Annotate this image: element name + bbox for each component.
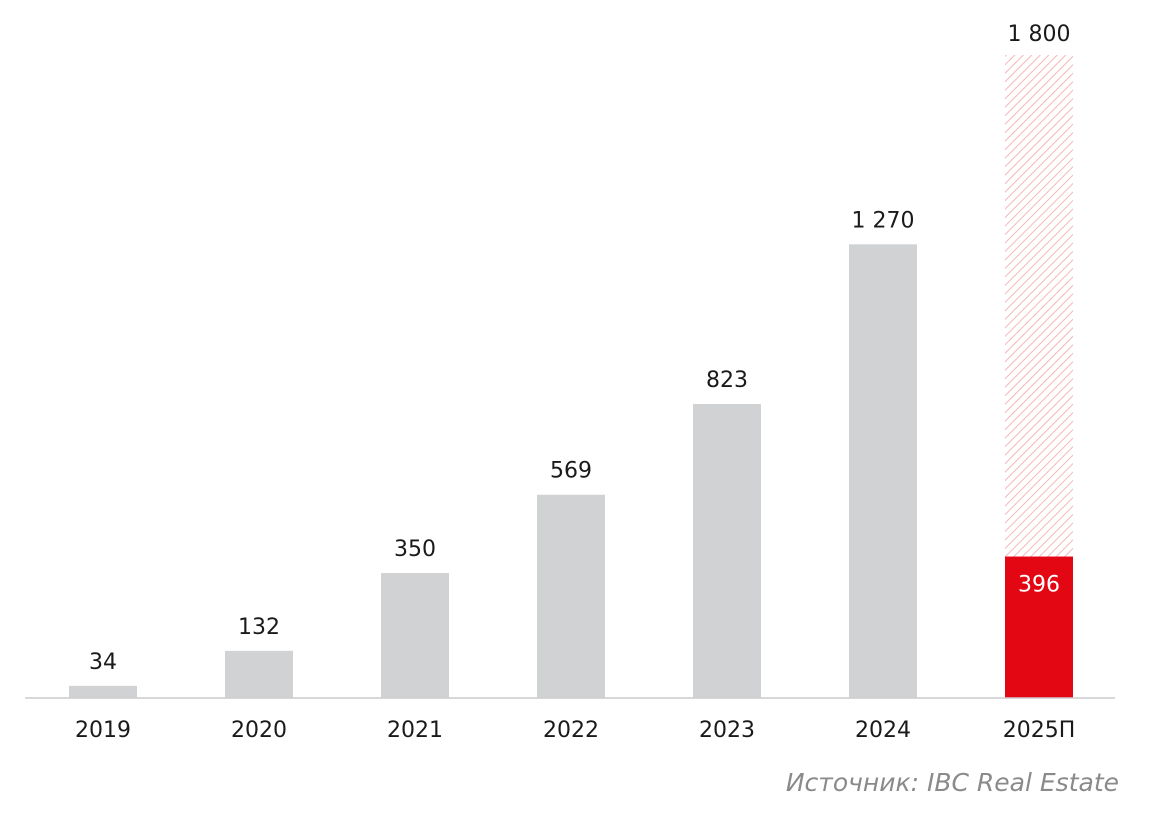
source-note: Источник: IBC Real Estate xyxy=(785,768,1119,797)
x-tick-label-2019: 2019 xyxy=(75,718,131,743)
bar-2025П xyxy=(1005,556,1073,698)
bar-2020 xyxy=(225,650,293,698)
bar-2019 xyxy=(69,685,137,698)
value-label-2021: 350 xyxy=(394,537,436,562)
value-label-2019: 34 xyxy=(89,650,117,675)
x-tick-label-2024: 2024 xyxy=(855,718,911,743)
bar-2021 xyxy=(381,572,449,698)
x-tick-label-2020: 2020 xyxy=(231,718,287,743)
x-tick-label-2021: 2021 xyxy=(387,718,443,743)
value-label-2020: 132 xyxy=(238,615,280,640)
bar-2024 xyxy=(849,244,917,699)
value-label-2024: 1 270 xyxy=(852,208,915,233)
value-label-forecast-2025П: 1 800 xyxy=(1008,22,1071,47)
x-tick-label-2025П: 2025П xyxy=(1003,718,1076,743)
value-label-2022: 569 xyxy=(550,459,592,484)
x-tick-label-2023: 2023 xyxy=(699,718,755,743)
x-tick-label-2022: 2022 xyxy=(543,718,599,743)
value-label-2025П: 396 xyxy=(1018,573,1060,598)
bar-2022 xyxy=(537,494,605,698)
value-label-2023: 823 xyxy=(706,368,748,393)
bar-2023 xyxy=(693,404,761,698)
